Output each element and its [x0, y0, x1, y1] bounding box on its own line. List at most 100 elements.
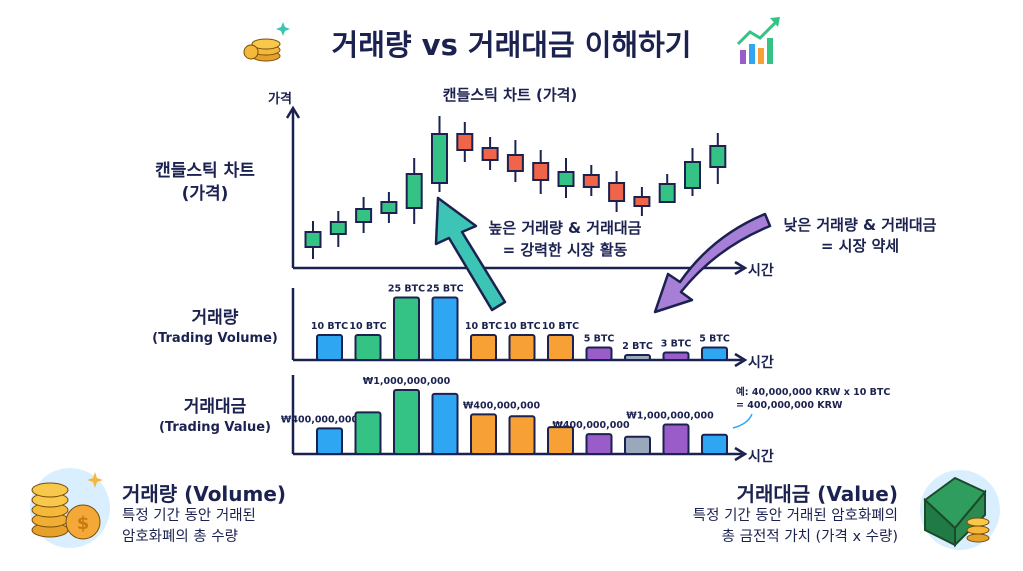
bar	[508, 334, 536, 361]
value-definition: 특정 기간 동안 거래된 암호화폐의 총 금전적 가치 (가격 x 수량)	[560, 506, 898, 548]
definition-line: 암호화폐의 총 수량	[122, 529, 238, 545]
bar	[316, 334, 343, 361]
bar-label: 10 BTC	[311, 321, 348, 332]
example-connector-line	[732, 413, 753, 429]
definition-line: 특정 기간 동안 거래된 암호화폐의	[692, 508, 898, 524]
bar-group: 5 BTC	[584, 334, 615, 361]
bar-label: 25 BTC	[388, 284, 425, 295]
bar-group: ₩400,000,000	[463, 400, 540, 456]
bar-group: 10 BTC	[503, 321, 541, 361]
bar-label: ₩400,000,000	[552, 420, 630, 431]
value-example-note: 예: 40,000,000 KRW x 10 BTC = 400,000,000…	[736, 386, 890, 412]
candle	[405, 158, 423, 224]
candlesticks	[304, 116, 727, 259]
bar-group: 10 BTC	[311, 321, 348, 361]
volume-definition: 특정 기간 동안 거래된 암호화폐의 총 수량	[122, 506, 256, 548]
bar	[662, 351, 690, 361]
bar-label: 10 BTC	[465, 321, 502, 332]
candle	[709, 133, 727, 184]
bar-group	[354, 411, 382, 455]
side-label-line: 거래대금	[183, 397, 247, 417]
definition-line: 총 금전적 가치 (가격 x 수량)	[721, 529, 898, 545]
candle	[380, 192, 398, 223]
side-label-line: (가격)	[181, 184, 229, 204]
callout-line: 낮은 거래량 & 거래대금	[783, 216, 937, 234]
candle-body	[355, 208, 373, 223]
bar	[701, 346, 728, 361]
candle-chart-axes	[285, 105, 748, 276]
bar	[431, 296, 459, 361]
coins-stack-icon	[243, 22, 290, 62]
candle-body	[532, 162, 550, 181]
bar	[585, 433, 613, 456]
bar-group	[431, 392, 459, 455]
candle-body	[481, 147, 499, 161]
bar	[354, 411, 382, 455]
bar-label: 5 BTC	[584, 334, 615, 345]
candle-chart-side-label: 캔들스틱 차트 (가격)	[130, 160, 280, 206]
bar	[393, 389, 420, 455]
bar-group: ₩1,000,000,000	[363, 376, 451, 455]
callout-line: = 강력한 시장 활동	[502, 241, 628, 259]
candle-body	[329, 221, 347, 235]
low-activity-arrow	[653, 212, 772, 314]
candle-body	[304, 231, 322, 248]
candle-chart-title: 캔들스틱 차트 (가격)	[442, 86, 578, 104]
side-label-line: 캔들스틱 차트	[155, 161, 255, 181]
growth-chart-icon	[736, 17, 780, 64]
high-activity-callout: 높은 거래량 & 거래대금 = 강력한 시장 활동	[470, 217, 660, 261]
bar-group: 25 BTC	[388, 284, 425, 361]
bar-group	[547, 426, 574, 455]
definition-line: 특정 기간 동안 거래된	[122, 508, 256, 524]
candle	[633, 187, 651, 216]
bar-group	[624, 435, 651, 456]
candle-body	[557, 171, 575, 187]
candle-body	[431, 133, 448, 184]
bar-group: ₩1,000,000,000	[626, 411, 714, 455]
candle	[532, 150, 550, 194]
bar	[470, 334, 497, 361]
time-axis-label: 시간	[748, 263, 774, 279]
bar	[431, 392, 459, 455]
svg-text:$: $	[77, 513, 90, 534]
candle-body	[582, 174, 600, 188]
bar-group: 2 BTC	[622, 341, 653, 361]
bar-label: ₩1,000,000,000	[363, 376, 451, 387]
bar	[585, 346, 613, 361]
time-axis-label: 시간	[748, 449, 774, 465]
bar	[547, 334, 574, 361]
candle	[456, 122, 474, 162]
bar-label: 10 BTC	[349, 321, 386, 332]
price-axis-label: 가격	[268, 92, 292, 107]
value-side-label: 거래대금 (Trading Value)	[140, 392, 290, 435]
bar-group: ₩400,000,000	[552, 420, 630, 456]
bar-group: 5 BTC	[699, 334, 730, 361]
bar	[662, 423, 690, 455]
bar-group: 3 BTC	[661, 339, 691, 361]
bar-group: 10 BTC	[465, 321, 502, 361]
callout-line: = 시장 약세	[820, 237, 900, 255]
bar	[508, 415, 536, 455]
candle	[355, 197, 373, 233]
candle-body	[405, 173, 423, 209]
bar	[316, 427, 343, 455]
high-activity-arrow	[434, 196, 507, 312]
volume-side-label: 거래량 (Trading Volume)	[140, 303, 290, 346]
bar-label: 10 BTC	[542, 321, 579, 332]
bar-label: 5 BTC	[699, 334, 730, 345]
candle	[684, 148, 701, 196]
bar-group: 10 BTC	[542, 321, 579, 361]
bar	[393, 296, 420, 361]
volume-definition-title: 거래량 (Volume)	[122, 482, 287, 506]
candle-body	[633, 196, 651, 207]
bar-label: ₩1,000,000,000	[626, 411, 714, 422]
candle-body	[380, 201, 398, 214]
candle	[481, 137, 499, 170]
candle	[431, 116, 448, 192]
bar-group: 25 BTC	[426, 284, 464, 361]
side-label-line: (Trading Volume)	[152, 331, 278, 346]
value-definition-title: 거래대금 (Value)	[736, 482, 898, 506]
bar	[354, 334, 382, 361]
